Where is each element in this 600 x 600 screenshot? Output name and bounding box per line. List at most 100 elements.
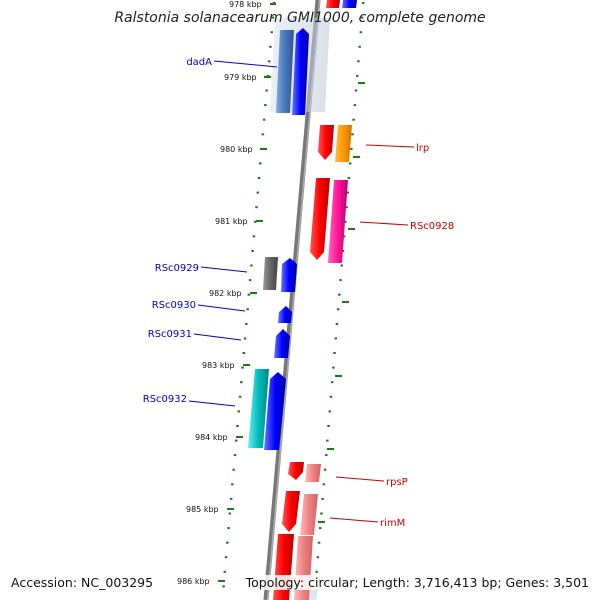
accession-line: Accession: NC_003295 — [9, 575, 156, 590]
gene-arrow-dadA[interactable] — [292, 28, 309, 115]
tick-dot — [335, 322, 339, 325]
gene-arrow-top-plus[interactable] — [326, 0, 340, 8]
tick-dot — [340, 264, 343, 267]
gene-arrow-rimM-salmon[interactable] — [300, 494, 318, 535]
tick-dot — [351, 133, 354, 136]
tick-dot — [223, 570, 226, 573]
tick-dot — [328, 410, 331, 413]
outer-tick-dots — [314, 2, 365, 588]
tick-dot — [247, 293, 251, 296]
tick-dot — [252, 235, 256, 238]
tick-dot — [259, 162, 262, 165]
tick-dot — [357, 60, 360, 63]
gene-arrow-RSc0932-cyan[interactable] — [248, 369, 269, 448]
genome-title: Ralstonia solanacearum GMI1000, complete… — [114, 10, 486, 26]
tick-dot — [319, 527, 322, 530]
tick-dot — [242, 352, 246, 354]
tick-dot — [261, 133, 265, 136]
tick-dot — [348, 162, 352, 165]
gene-arrow-lrp-orange[interactable] — [335, 125, 352, 162]
tick-dot — [345, 206, 348, 209]
tick-dot — [322, 483, 326, 486]
tick-dot — [240, 381, 243, 384]
gene-arrow-rpsP-salmon[interactable] — [305, 464, 321, 482]
plus-gene-labels: lrp RSc0928 rpsP rimM — [329, 143, 454, 529]
outer-major-ticks — [318, 82, 365, 523]
tick-dot — [323, 468, 327, 471]
tick-dot — [350, 147, 353, 150]
tick-dot — [238, 395, 242, 398]
gene-arrow-RSc0928[interactable] — [310, 178, 330, 260]
kbp-label-980: 980 kbp — [220, 145, 253, 154]
tick-dot — [330, 381, 334, 384]
tick-dot — [267, 60, 271, 63]
kbp-label-986: 986 kbp — [177, 577, 210, 586]
tick-dot — [317, 541, 321, 544]
tick-dot — [227, 527, 230, 530]
gene-arrow-rimM[interactable] — [282, 491, 300, 532]
tick-dot — [334, 337, 337, 340]
tick-dot — [262, 118, 266, 121]
gene-arrow-RSc0929[interactable] — [281, 258, 297, 292]
gene-arrow-top-minus[interactable] — [342, 0, 357, 8]
tick-dot — [235, 439, 238, 442]
tick-dot — [326, 439, 329, 442]
tick-dot — [329, 395, 333, 398]
gene-label-rimM[interactable]: rimM — [380, 518, 405, 529]
tick-dot — [321, 497, 324, 500]
tick-dot — [341, 250, 345, 252]
gene-label-RSc0931[interactable]: RSc0931 — [148, 329, 192, 340]
gene-label-lrp[interactable]: lrp — [416, 143, 429, 154]
gene-arrow-RSc0932[interactable] — [264, 372, 286, 450]
tick-dot — [327, 425, 330, 427]
tick-dot — [248, 279, 252, 282]
tick-dot — [333, 352, 336, 354]
gene-arrow-dadA-steel[interactable] — [276, 30, 294, 113]
kbp-label-978: 978 kbp — [229, 0, 262, 9]
gene-label-rpsP[interactable]: rpsP — [386, 477, 408, 488]
tick-dot — [336, 308, 340, 311]
gene-arrow-RSc0929-gray[interactable] — [263, 257, 278, 290]
gene-label-dadA[interactable]: dadA — [186, 57, 212, 68]
accession-value: NC_003295 — [81, 575, 154, 590]
tick-dot — [344, 220, 347, 223]
tick-dot — [265, 89, 268, 92]
kbp-label-985: 985 kbp — [186, 505, 219, 514]
tick-dot — [266, 74, 270, 77]
gene-label-RSc0928[interactable]: RSc0928 — [410, 221, 454, 232]
tick-dot — [228, 512, 232, 515]
tick-dot — [256, 191, 259, 194]
tick-dot — [254, 220, 257, 223]
gene-arrow-bottom-red[interactable] — [273, 534, 294, 600]
accession-label: Accession: — [11, 575, 78, 590]
tick-dot — [354, 89, 358, 92]
tick-dot — [325, 454, 328, 457]
tick-dot — [251, 250, 254, 252]
kbp-label-981: 981 kbp — [215, 217, 248, 226]
tick-dot — [332, 366, 335, 369]
tick-dot — [339, 279, 342, 282]
tick-dot — [358, 45, 361, 48]
tick-dot — [359, 31, 363, 34]
tick-dot — [360, 16, 364, 19]
tick-dot — [353, 104, 357, 107]
tick-dot — [315, 570, 318, 573]
inner-tick-dots — [222, 2, 276, 588]
gene-arrow-RSc0931[interactable] — [274, 329, 290, 358]
tick-dot — [246, 308, 249, 311]
tick-dot — [243, 337, 247, 340]
kbp-label-983: 983 kbp — [202, 361, 235, 370]
gene-arrow-RSc0930[interactable] — [278, 306, 292, 323]
gene-arrow-rpsP[interactable] — [288, 462, 304, 480]
gene-label-RSc0929[interactable]: RSc0929 — [155, 263, 199, 274]
tick-dot — [257, 177, 261, 179]
gene-label-RSc0930[interactable]: RSc0930 — [152, 300, 196, 311]
gene-label-RSc0932[interactable]: RSc0932 — [143, 394, 187, 405]
tick-dot — [245, 322, 248, 325]
tick-dot — [271, 16, 275, 19]
gene-arrow-lrp[interactable] — [318, 125, 334, 160]
tick-dot — [352, 118, 355, 121]
tick-dot — [338, 293, 341, 296]
tick-dot — [241, 366, 244, 369]
gene-arrow-RSc0928-pink[interactable] — [328, 180, 348, 263]
